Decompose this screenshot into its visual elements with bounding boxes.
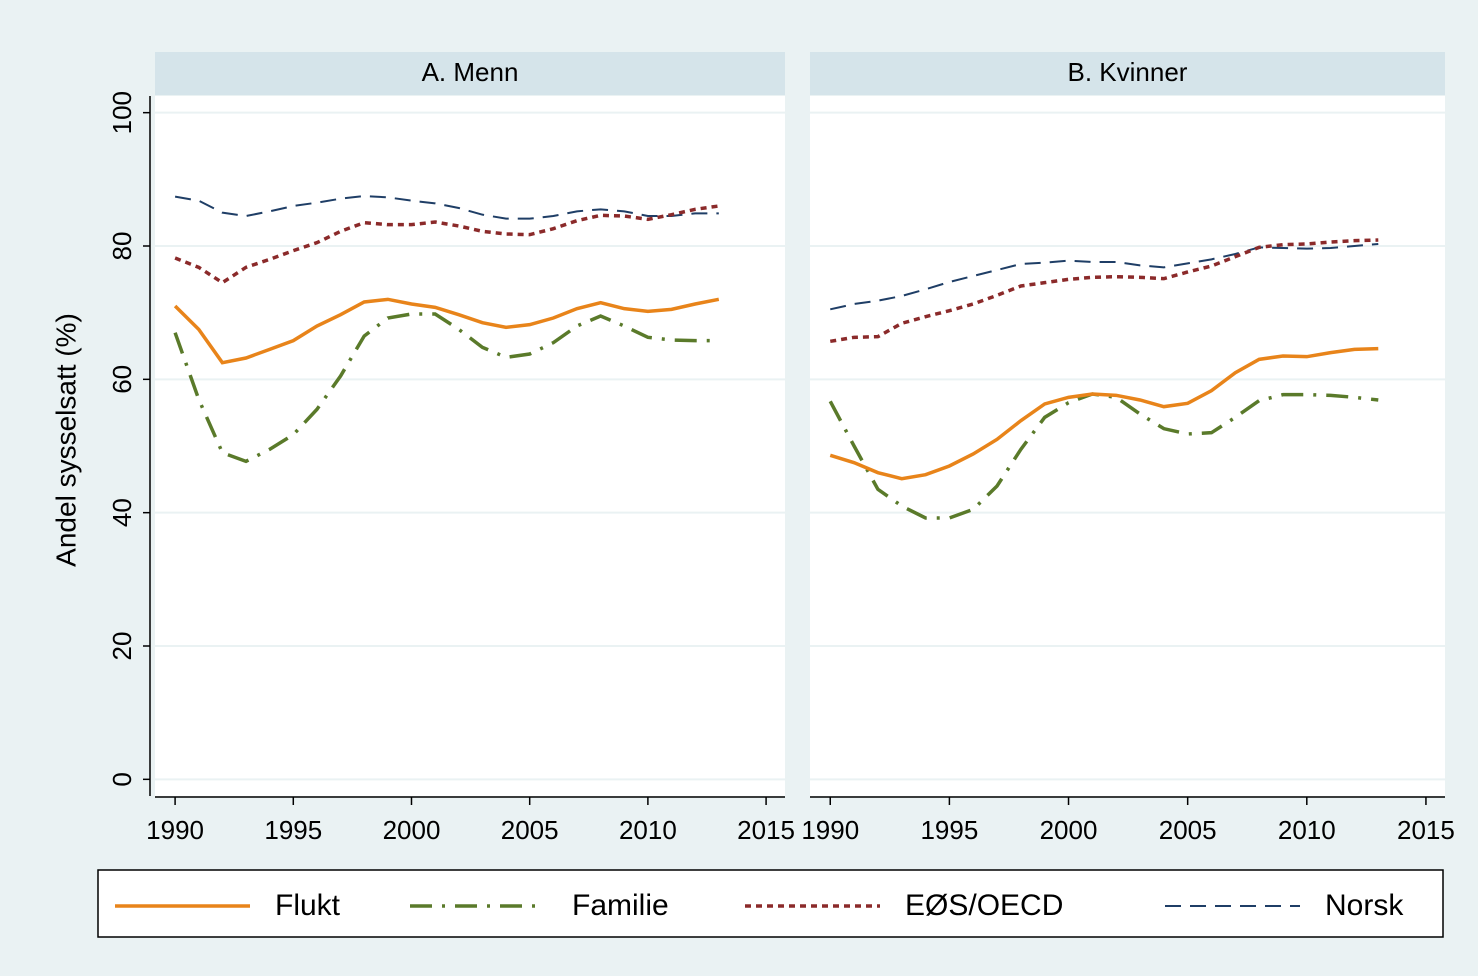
x-tick-label: 1990 — [146, 815, 204, 845]
x-tick-label: 1995 — [264, 815, 322, 845]
x-tick-label: 2010 — [1278, 815, 1336, 845]
y-tick-label: 20 — [107, 632, 137, 661]
series-line — [830, 243, 1379, 311]
series-line — [828, 392, 1379, 520]
x-tick-label: 2015 — [1397, 815, 1455, 845]
x-tick-label: 2010 — [619, 815, 677, 845]
series-line — [173, 297, 720, 365]
x-tick-label: 1995 — [920, 815, 978, 845]
y-tick-label: 80 — [107, 232, 137, 261]
plot-area — [810, 96, 1445, 796]
legend-label: Familie — [572, 889, 669, 922]
panel-header — [155, 52, 785, 95]
y-tick-label: 40 — [107, 498, 137, 527]
plot-area — [155, 96, 785, 796]
panel-header — [810, 52, 1445, 95]
x-tick-label: 1990 — [801, 815, 859, 845]
series-line — [173, 312, 719, 464]
y-tick-label: 60 — [107, 365, 137, 394]
y-tick-label: 0 — [107, 772, 137, 786]
series-line — [829, 346, 1379, 481]
legend-label: EØS/OECD — [905, 889, 1063, 922]
legend-box — [97, 869, 1444, 938]
y-tick-label: 100 — [107, 91, 137, 134]
x-tick-label: 2000 — [383, 815, 441, 845]
panel-title: B. Kvinner — [1068, 57, 1188, 87]
x-tick-label: 2005 — [501, 815, 559, 845]
legend-label: Flukt — [275, 889, 341, 922]
y-axis-label: Andel sysselsatt (%) — [50, 313, 81, 567]
x-tick-label: 2015 — [737, 815, 795, 845]
series-line — [174, 204, 720, 285]
legend-label: Norsk — [1325, 889, 1404, 922]
panel-title: A. Menn — [422, 57, 519, 87]
x-tick-label: 2000 — [1040, 815, 1098, 845]
x-tick-label: 2005 — [1159, 815, 1217, 845]
series-line — [174, 194, 719, 220]
